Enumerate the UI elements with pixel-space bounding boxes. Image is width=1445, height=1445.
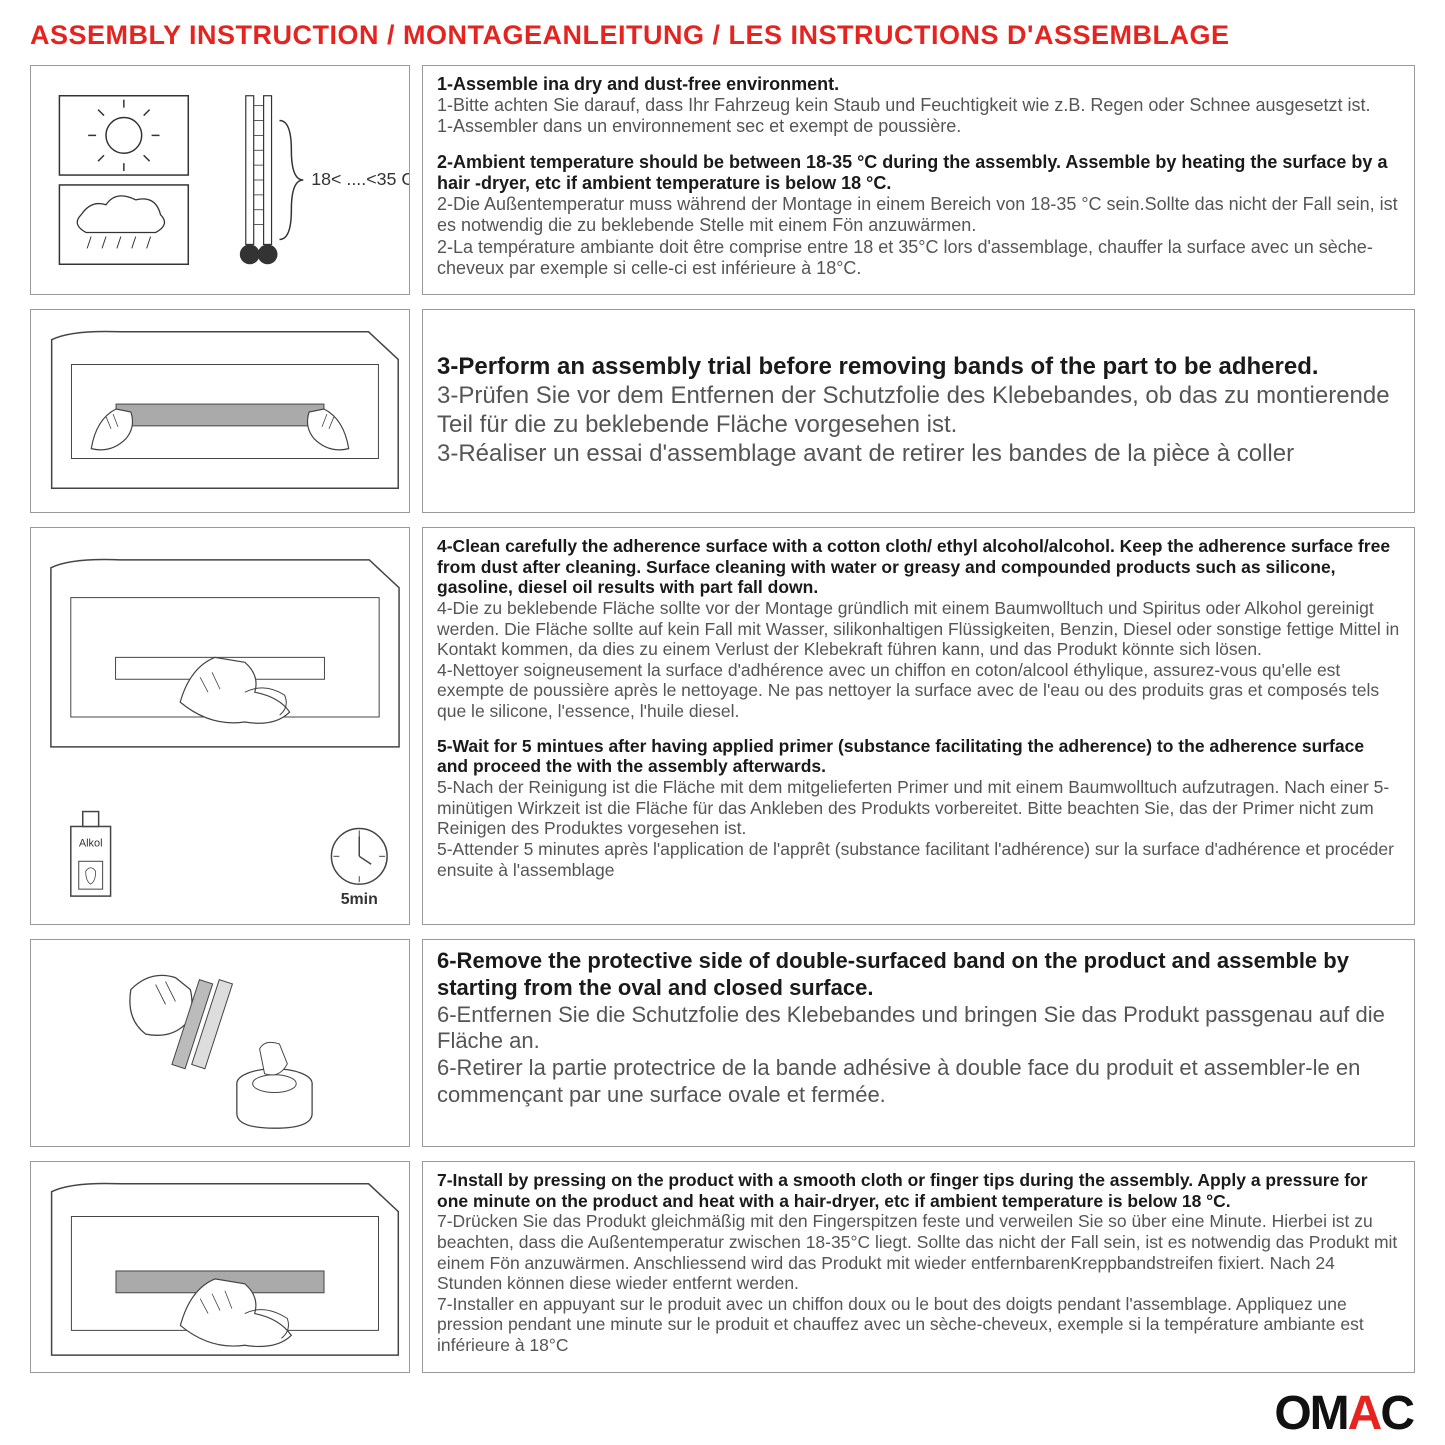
illustration-clean: Alkol 5min [30, 527, 410, 925]
peel-tape-icon [31, 940, 409, 1146]
thermometer-diagram-icon: 18< ....<35 C [31, 66, 409, 294]
instruction-text-7: 7-Install by pressing on the product wit… [422, 1161, 1415, 1373]
step3-de: 3-Prüfen Sie vor dem Entfernen der Schut… [437, 382, 1400, 440]
step4-de: 4-Die zu beklebende Fläche sollte vor de… [437, 598, 1400, 660]
page-title: ASSEMBLY INSTRUCTION / MONTAGEANLEITUNG … [30, 20, 1415, 51]
step7-de: 7-Drücken Sie das Produkt gleichmäßig mi… [437, 1211, 1400, 1294]
step1-de: 1-Bitte achten Sie darauf, dass Ihr Fahr… [437, 95, 1400, 116]
step3-fr: 3-Réaliser un essai d'assemblage avant d… [437, 440, 1400, 469]
instruction-row-5: 7-Install by pressing on the product wit… [30, 1161, 1415, 1373]
instruction-row-3: Alkol 5min 4-Clean carefully the adheren… [30, 527, 1415, 925]
logo-part-om: OM [1274, 1387, 1347, 1440]
cleaning-primer-icon: Alkol 5min [31, 528, 409, 924]
illustration-environment: 18< ....<35 C [30, 65, 410, 295]
instruction-text-4-5: 4-Clean carefully the adherence surface … [422, 527, 1415, 925]
instruction-row-1: 18< ....<35 C 1-Assemble ina dry and dus… [30, 65, 1415, 295]
svg-text:Alkol: Alkol [79, 837, 103, 849]
step6-de: 6-Entfernen Sie die Schutzfolie des Kleb… [437, 1002, 1400, 1056]
instruction-row-4: 6-Remove the protective side of double-s… [30, 939, 1415, 1147]
step2-fr: 2-La température ambiante doit être comp… [437, 237, 1400, 279]
step1-fr: 1-Assembler dans un environnement sec et… [437, 116, 1400, 137]
logo-part-a: A [1348, 1387, 1381, 1440]
instruction-text-3: 3-Perform an assembly trial before remov… [422, 309, 1415, 513]
illustration-remove-tape [30, 939, 410, 1147]
step5-fr: 5-Attender 5 minutes après l'application… [437, 839, 1400, 880]
step2-de: 2-Die Außentemperatur muss während der M… [437, 194, 1400, 236]
illustration-press [30, 1161, 410, 1373]
step7-en: 7-Install by pressing on the product wit… [437, 1170, 1400, 1211]
step4-en: 4-Clean carefully the adherence surface … [437, 536, 1400, 598]
step2-en: 2-Ambient temperature should be between … [437, 152, 1400, 194]
step5-de: 5-Nach der Reinigung ist die Fläche mit … [437, 777, 1400, 839]
instruction-row-2: 3-Perform an assembly trial before remov… [30, 309, 1415, 513]
logo-part-c: C [1380, 1387, 1413, 1440]
step6-en: 6-Remove the protective side of double-s… [437, 948, 1400, 1002]
instruction-text-1-2: 1-Assemble ina dry and dust-free environ… [422, 65, 1415, 295]
press-install-icon [31, 1162, 409, 1372]
step5-en: 5-Wait for 5 mintues after having applie… [437, 736, 1400, 777]
step7-fr: 7-Installer en appuyant sur le produit a… [437, 1294, 1400, 1356]
svg-text:18< ....<35 C: 18< ....<35 C [311, 169, 409, 189]
assembly-trial-icon [31, 310, 409, 512]
brand-logo: OMAC [1274, 1386, 1413, 1441]
illustration-trial [30, 309, 410, 513]
step6-fr: 6-Retirer la partie protectrice de la ba… [437, 1055, 1400, 1109]
step4-fr: 4-Nettoyer soigneusement la surface d'ad… [437, 660, 1400, 722]
instruction-text-6: 6-Remove the protective side of double-s… [422, 939, 1415, 1147]
svg-text:5min: 5min [341, 891, 378, 908]
step1-en: 1-Assemble ina dry and dust-free environ… [437, 74, 1400, 95]
step3-en: 3-Perform an assembly trial before remov… [437, 353, 1400, 382]
